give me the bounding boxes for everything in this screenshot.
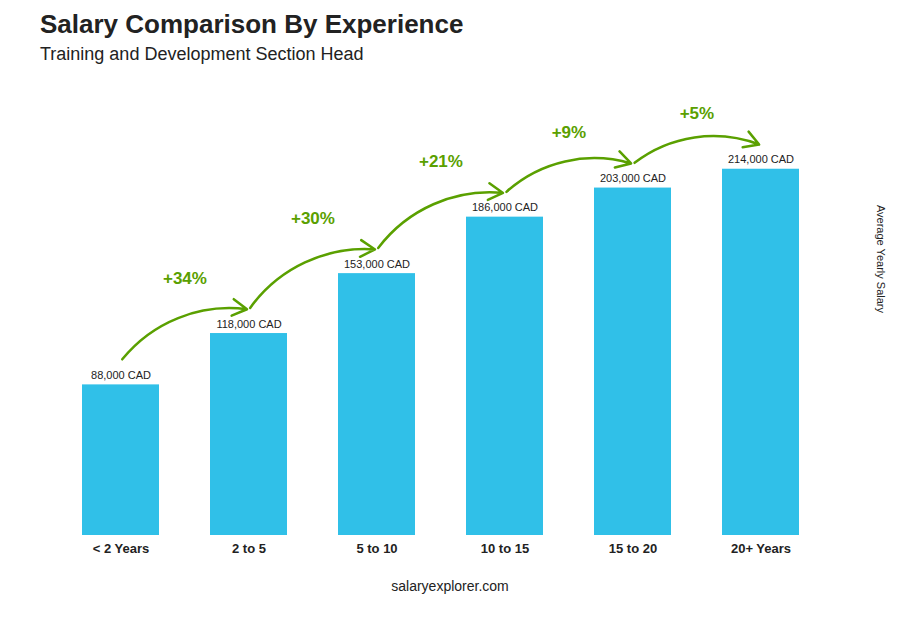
html-text:Salary Comparison By Experienc: Salary Comparison By Experience [40, 9, 464, 39]
svg-text:+5%: +5% [680, 104, 715, 123]
svg-text:186,000 CAD: 186,000 CAD [472, 201, 538, 213]
svg-text:< 2 Years: < 2 Years [93, 541, 150, 556]
svg-text:+21%: +21% [419, 152, 463, 171]
svg-text:+9%: +9% [552, 123, 587, 142]
svg-text:153,000 CAD: 153,000 CAD [344, 258, 410, 270]
svg-text:+30%: +30% [291, 209, 335, 228]
svg-text:88,000 CAD: 88,000 CAD [91, 369, 151, 381]
svg-text:15 to 20: 15 to 20 [609, 541, 657, 556]
svg-text:Average Yearly Salary: Average Yearly Salary [875, 205, 887, 314]
svg-text:20+ Years: 20+ Years [731, 541, 791, 556]
svg-text:214,000 CAD: 214,000 CAD [728, 153, 794, 165]
svg-text:10 to 15: 10 to 15 [481, 541, 529, 556]
svg-text:5 to 10: 5 to 10 [356, 541, 397, 556]
html-text:Training and Development Secti: Training and Development Section Head [40, 44, 364, 64]
svg-text:118,000 CAD: 118,000 CAD [216, 318, 281, 330]
svg-text:203,000 CAD: 203,000 CAD [600, 172, 666, 184]
html-text:salaryexplorer.com: salaryexplorer.com [391, 578, 509, 594]
svg-text:2 to 5: 2 to 5 [232, 541, 266, 556]
svg-text:+34%: +34% [163, 269, 207, 288]
